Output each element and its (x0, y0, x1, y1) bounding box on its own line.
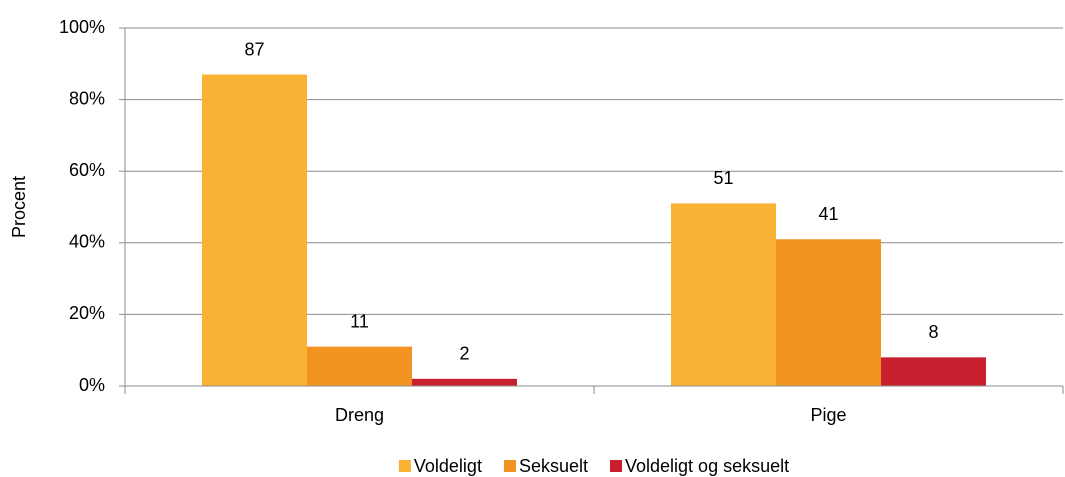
value-label: 87 (244, 39, 264, 59)
value-label: 51 (713, 168, 733, 188)
bar (671, 203, 776, 386)
value-label: 11 (350, 311, 369, 331)
y-tick-label: 40% (69, 232, 105, 252)
legend-swatch (610, 460, 622, 472)
x-tick-label: Dreng (335, 405, 384, 425)
legend-swatch (398, 460, 411, 472)
bar (776, 239, 881, 386)
bar (881, 357, 986, 386)
y-axis-label: Procent (9, 176, 29, 238)
value-label: 41 (818, 204, 838, 224)
y-tick-label: 0% (79, 375, 105, 395)
value-label: 2 (459, 344, 469, 364)
bar (412, 378, 517, 386)
value-label: 8 (928, 322, 938, 342)
legend-label: Voldeligt og seksuelt (625, 456, 789, 476)
bar (202, 74, 307, 386)
legend-label: Seksuelt (519, 456, 588, 476)
bar (307, 346, 412, 386)
y-tick-label: 20% (69, 303, 105, 323)
legend-swatch (503, 460, 516, 472)
y-tick-label: 80% (69, 88, 105, 108)
y-tick-label: 60% (69, 160, 105, 180)
x-tick-label: Pige (810, 405, 846, 425)
legend-label: Voldeligt (414, 456, 482, 476)
y-tick-label: 100% (59, 17, 105, 37)
